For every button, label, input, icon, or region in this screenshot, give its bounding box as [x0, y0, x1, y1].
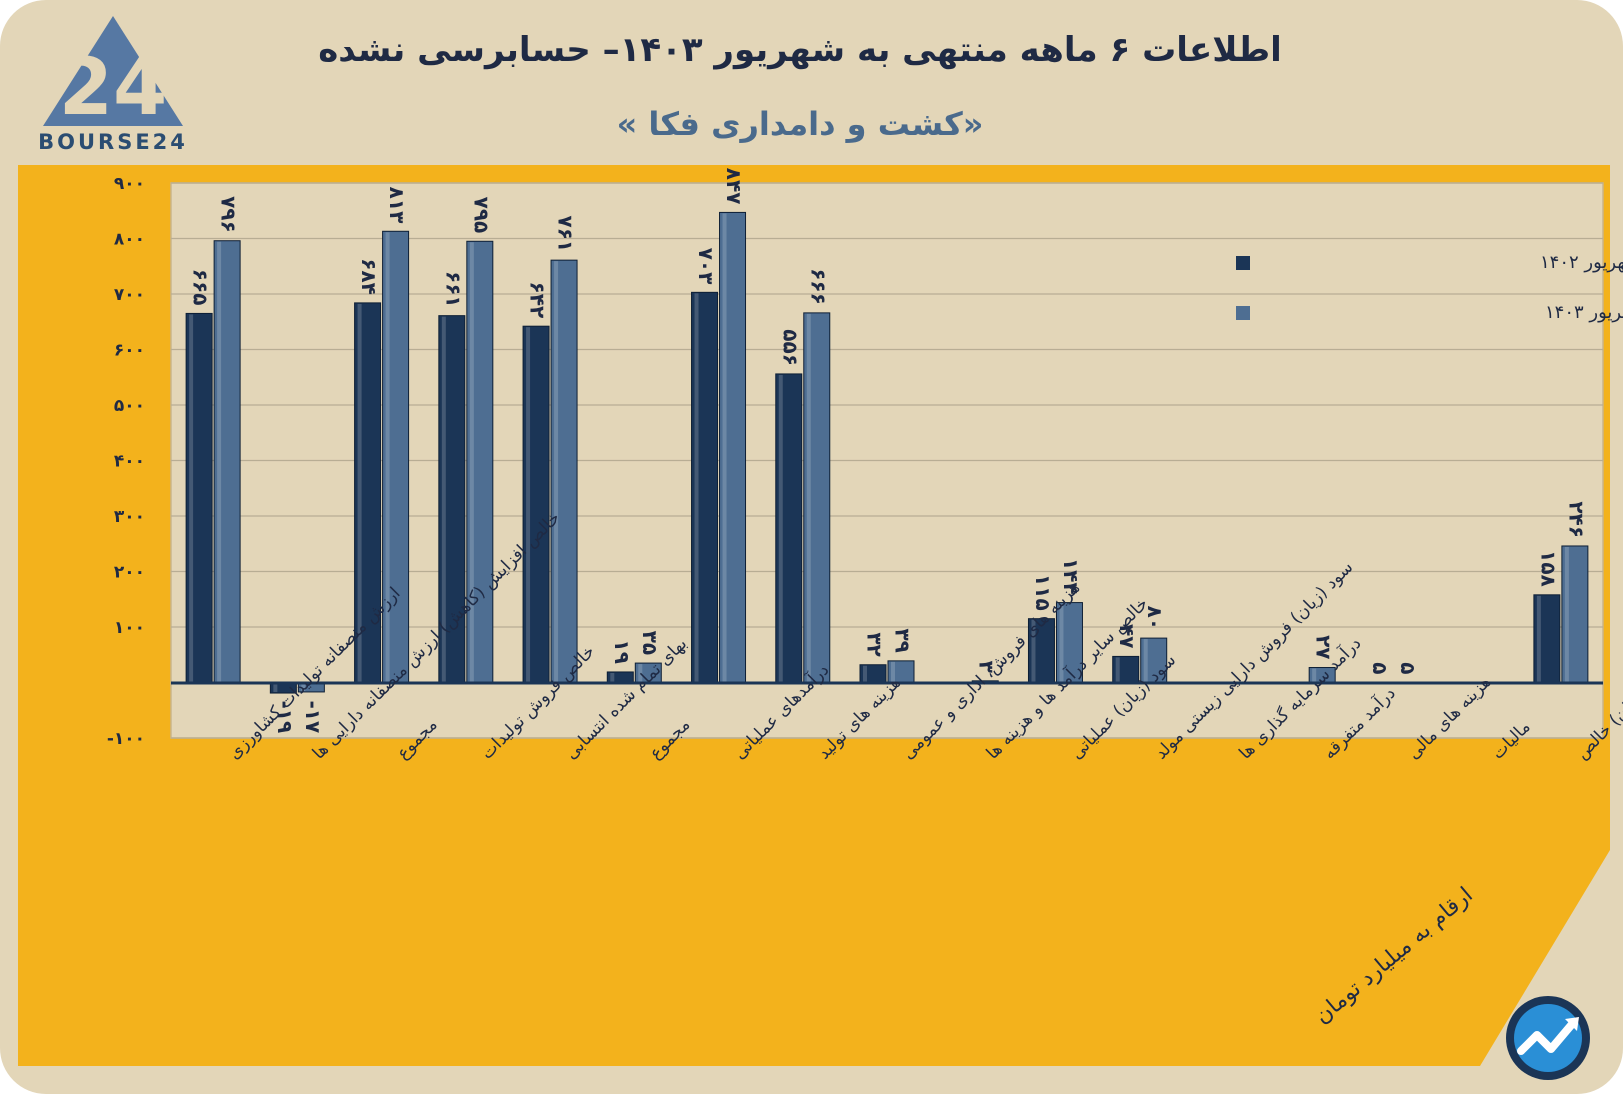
value-label: ۶۴۲ — [526, 282, 550, 319]
value-label: ۲۴۶ — [1564, 501, 1588, 538]
value-label: -۱۹ — [273, 701, 297, 734]
bar-highlight — [301, 683, 306, 691]
value-label: ۷۹۶ — [217, 196, 241, 233]
value-label: -۱۷ — [301, 701, 325, 734]
bar-1403 — [466, 240, 494, 683]
y-tick-label: ۸۰۰ — [114, 230, 145, 250]
trend-chart-icon — [1506, 996, 1590, 1080]
value-label: ۷۶۱ — [554, 216, 578, 253]
legend-swatch-1402 — [1236, 256, 1250, 270]
value-label: ۶۶۵ — [189, 269, 213, 306]
value-label: ۸۰ — [1143, 606, 1167, 630]
bar-highlight — [1312, 668, 1317, 682]
value-label: ۴۷ — [1115, 624, 1139, 648]
bar-highlight — [357, 303, 362, 682]
legend: عملکرد منتهی به شهریور ۱۴۰۲ عملکرد منتهی… — [1236, 252, 1623, 323]
bar-highlight — [806, 313, 811, 682]
bar-highlight — [891, 661, 895, 682]
y-tick-label: ۶۰۰ — [114, 341, 145, 361]
value-label: ۶۸۴ — [357, 258, 381, 295]
value-label: ۷۰۳ — [694, 248, 718, 285]
bar-1402 — [775, 373, 803, 683]
y-tick-label: ۹۰۰ — [114, 174, 145, 194]
value-label: ۵ — [1368, 662, 1392, 674]
y-tick-label: ۵۰۰ — [114, 396, 145, 416]
bar-highlight — [273, 683, 278, 693]
y-tick-label: ۱۰۰ — [114, 618, 145, 638]
bar-highlight — [1031, 619, 1036, 682]
bar-1403 — [1140, 637, 1168, 683]
bar-highlight — [1564, 546, 1569, 682]
legend-swatch-1403 — [1236, 306, 1250, 320]
value-label: ۱۵۸ — [1536, 550, 1560, 587]
bar-highlight — [189, 314, 194, 682]
value-label: ۱۱۵ — [1031, 574, 1055, 611]
bar-1402 — [438, 315, 466, 683]
value-label: ۳ — [975, 661, 999, 673]
bar-highlight — [441, 316, 446, 682]
bar-highlight — [638, 664, 643, 682]
bar-highlight — [469, 242, 474, 682]
bar-highlight — [1115, 657, 1120, 682]
bar-1403 — [550, 259, 578, 683]
bar-1402 — [1112, 655, 1140, 683]
value-label: ۶۶۶ — [806, 268, 830, 305]
y-tick-label: ۴۰۰ — [114, 452, 145, 472]
value-label: ۷۹۵ — [469, 197, 493, 234]
bar-highlight — [1059, 603, 1064, 682]
bar-highlight — [694, 293, 699, 682]
value-label: ۵ — [1396, 662, 1420, 674]
y-tick-label: ۲۰۰ — [114, 563, 145, 583]
value-label: ۳۵ — [638, 631, 662, 655]
bar-1403 — [213, 240, 241, 683]
bar-1403 — [382, 230, 410, 683]
page-title: اطلاعات ۶ ماهه منتهی به شهریور ۱۴۰۳– حسا… — [318, 30, 1282, 70]
bar-highlight — [526, 327, 531, 682]
y-tick-label: -۱۰۰ — [107, 729, 145, 749]
value-label: ۵۵۶ — [778, 329, 802, 366]
value-label: ۳۲ — [863, 632, 887, 656]
value-label: ۱۴۴ — [1059, 558, 1083, 595]
value-label: ۱۹ — [610, 640, 634, 664]
value-label: ۲۷ — [1312, 635, 1336, 659]
svg-text:24: 24 — [59, 43, 168, 133]
bar-1403 — [1055, 602, 1083, 684]
y-tick-label: ۷۰۰ — [114, 285, 145, 305]
bar-1403 — [719, 211, 747, 683]
bar-highlight — [722, 213, 727, 682]
bar-highlight — [554, 261, 559, 682]
bar-1402 — [185, 312, 213, 683]
bar-highlight — [863, 665, 867, 682]
bourse24-logo: 24 — [43, 16, 183, 133]
bar-highlight — [1143, 639, 1148, 682]
value-label: ۸۱۳ — [385, 187, 409, 224]
bar-highlight — [1536, 595, 1541, 682]
bar-1402 — [354, 302, 382, 683]
bar-highlight — [778, 374, 783, 682]
legend-label-1403: عملکرد منتهی به شهریور ۱۴۰۳ — [1545, 302, 1623, 323]
bar-highlight — [610, 672, 615, 682]
value-label: ۸۴۷ — [722, 168, 746, 205]
bar-1402 — [522, 325, 550, 683]
legend-label-1402: عملکرد منتهی به شهریور ۱۴۰۲ — [1540, 252, 1623, 273]
bar-1403 — [803, 312, 831, 683]
value-label: ۳۹ — [891, 628, 915, 652]
page-subtitle: «کشت و دامداری فکا » — [616, 105, 984, 143]
bar-1402 — [1533, 594, 1561, 683]
bar-highlight — [217, 241, 222, 682]
y-tick-label: ۳۰۰ — [114, 507, 145, 527]
value-label: ۶۶۱ — [441, 271, 465, 308]
logo-text: BOURSE24 — [38, 130, 188, 154]
bar-highlight — [385, 232, 390, 682]
